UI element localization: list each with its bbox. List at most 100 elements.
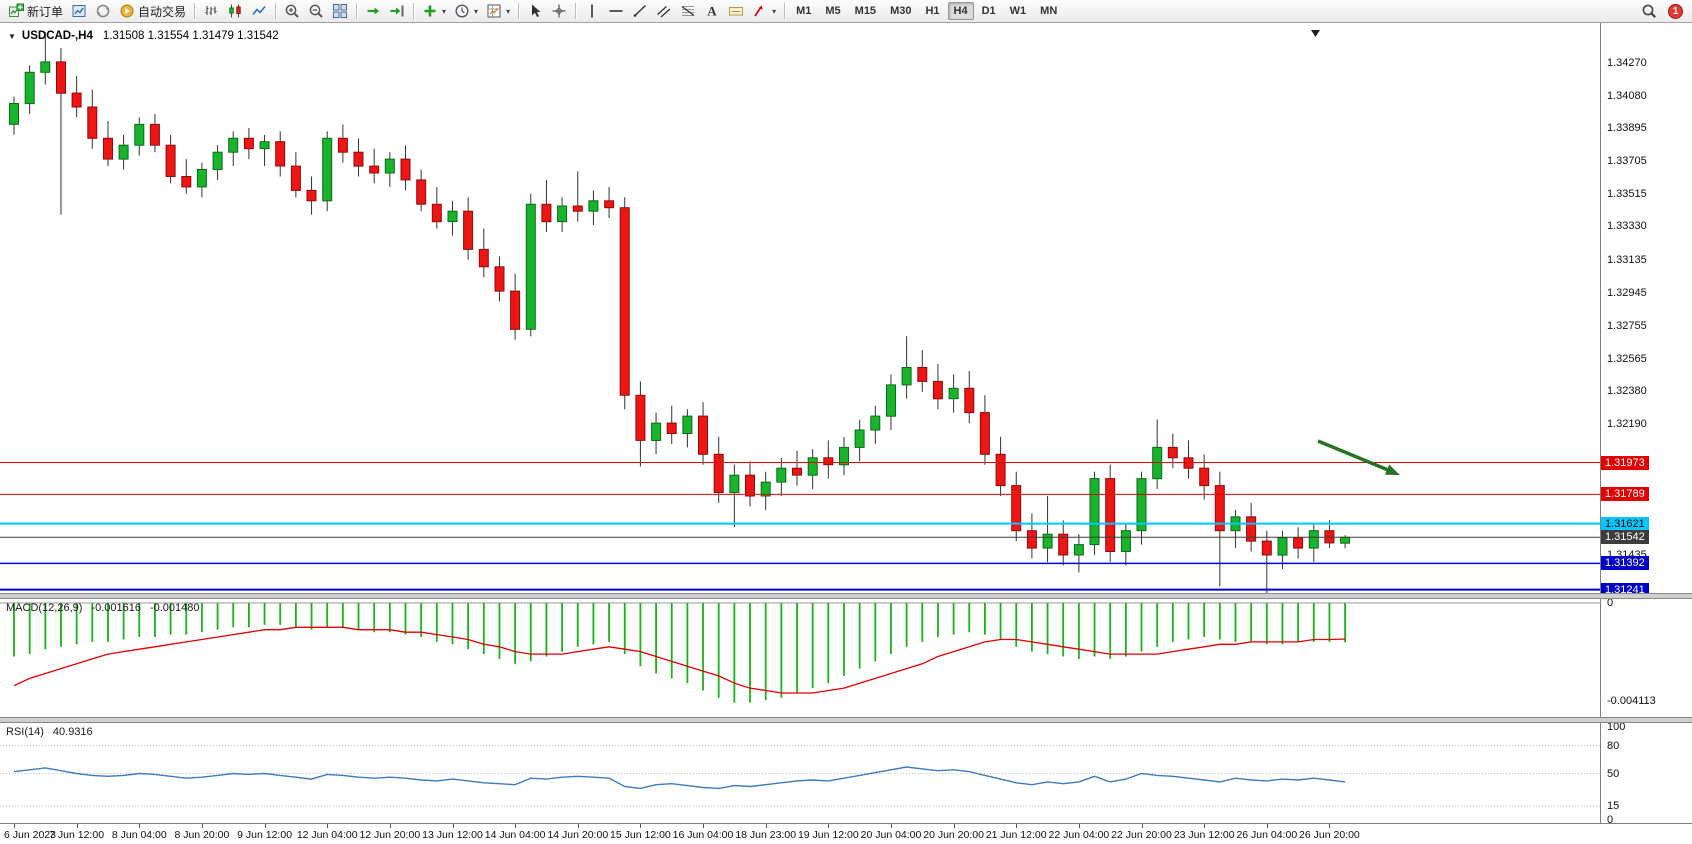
price-axis-label: 1.33515 xyxy=(1607,188,1647,201)
pane-separator-rsi[interactable] xyxy=(0,717,1692,723)
profiles-button[interactable] xyxy=(91,1,115,21)
toolbar-separator xyxy=(575,3,577,19)
candle-body xyxy=(588,200,599,212)
line-chart-icon xyxy=(251,3,267,19)
crosshair-button[interactable] xyxy=(547,1,571,21)
time-axis-tick xyxy=(891,824,892,828)
main-chart-pane[interactable] xyxy=(0,23,1600,593)
timeframe-H1[interactable]: H1 xyxy=(919,2,945,20)
periods-button[interactable]: ▾ xyxy=(450,1,482,21)
chevron-down-icon: ▾ xyxy=(506,6,511,16)
timeframe-D1[interactable]: D1 xyxy=(976,2,1002,20)
candle-body xyxy=(463,210,474,250)
price-tag-1.31392[interactable]: 1.31392 xyxy=(1601,556,1649,571)
search-icon[interactable] xyxy=(1637,1,1661,21)
profiles-icon xyxy=(95,3,111,19)
text-button[interactable]: A xyxy=(700,1,724,21)
notification-badge[interactable]: 1 xyxy=(1668,3,1683,19)
toolbar-separator xyxy=(413,3,415,19)
candle-body xyxy=(1152,446,1163,480)
arrow-annotation[interactable] xyxy=(1317,439,1400,475)
timeframe-M1[interactable]: M1 xyxy=(790,2,817,20)
candle-body xyxy=(9,103,19,125)
candle-body xyxy=(212,151,223,171)
rsi-axis-label: 50 xyxy=(1607,767,1620,780)
candle-body xyxy=(165,144,176,177)
candle-body xyxy=(1026,530,1037,549)
new-order-button[interactable]: 新订单 xyxy=(4,1,67,21)
line-chart-button[interactable] xyxy=(247,1,271,21)
cursor-icon xyxy=(527,3,543,19)
timeframe-W1[interactable]: W1 xyxy=(1004,2,1033,20)
price-tag-1.31542[interactable]: 1.31542 xyxy=(1601,530,1649,545)
candle-body xyxy=(1073,544,1084,556)
rsi-pane[interactable] xyxy=(0,723,1600,823)
candle-body xyxy=(353,151,364,167)
bar-chart-icon xyxy=(203,3,219,19)
one-click-trading-arrow[interactable]: ▼ xyxy=(8,31,16,41)
time-axis-tick xyxy=(577,824,579,828)
candle-body xyxy=(1199,467,1210,487)
rsi-axis-label: 80 xyxy=(1607,739,1620,752)
price-tag-1.31789[interactable]: 1.31789 xyxy=(1601,487,1649,502)
zoom-in-button[interactable] xyxy=(280,1,304,21)
trendline-button[interactable] xyxy=(628,1,652,21)
new-chart-button[interactable] xyxy=(67,1,91,21)
candle-body xyxy=(1058,533,1069,556)
templates-button[interactable]: ▾ xyxy=(482,1,514,21)
periods-icon xyxy=(454,3,470,19)
timeframe-M15[interactable]: M15 xyxy=(849,2,882,20)
indicators-icon xyxy=(422,3,438,19)
candlestick-chart-button[interactable] xyxy=(223,1,247,21)
autotrading-button[interactable]: 自动交易 xyxy=(115,1,190,21)
toolbar-separator xyxy=(194,3,196,19)
timeframe-H4[interactable]: H4 xyxy=(947,2,974,20)
candle-body xyxy=(525,203,536,330)
cursor-button[interactable] xyxy=(523,1,547,21)
time-axis[interactable]: 6 Jun 2023 7 Jun 12:00 8 Jun 04:00 8 Jun 20… xyxy=(0,823,1692,844)
macd-label: MACD(12,26,9) -0.001616 -0.001480 xyxy=(6,602,200,614)
scroll-marker-icon[interactable] xyxy=(1311,30,1320,37)
zoom-out-button[interactable] xyxy=(304,1,328,21)
price-tag-1.31973[interactable]: 1.31973 xyxy=(1601,455,1649,470)
indicators-button[interactable]: ▾ xyxy=(418,1,450,21)
timeframe-M30[interactable]: M30 xyxy=(884,2,917,20)
price-axis-label: 1.32380 xyxy=(1607,385,1647,398)
main-toolbar: 新订单 自动交易 ▾ ▾ ▾ A ▾ M1 M5 M15 M30 H1 H4 D1 W1 MN 1 xyxy=(0,0,1692,23)
bar-chart-button[interactable] xyxy=(199,1,223,21)
macd-pane[interactable] xyxy=(0,599,1600,717)
pane-separator-macd[interactable] xyxy=(0,593,1692,599)
candle-body xyxy=(776,467,787,483)
vertical-line-button[interactable] xyxy=(580,1,604,21)
auto-scroll-button[interactable] xyxy=(361,1,385,21)
candle-body xyxy=(134,123,145,146)
rsi-label: RSI(14) 40.9316 xyxy=(6,726,93,738)
candle-body xyxy=(698,415,708,455)
tile-windows-button[interactable] xyxy=(328,1,352,21)
equidistant-channel-button[interactable] xyxy=(652,1,676,21)
time-axis-tick xyxy=(765,824,767,828)
candle-body xyxy=(71,92,82,108)
rsi-axis-label: 15 xyxy=(1607,800,1620,813)
chart-shift-button[interactable] xyxy=(385,1,409,21)
fibonacci-button[interactable] xyxy=(676,1,700,21)
time-axis-label: 8 Jun 20:00 xyxy=(174,829,230,841)
timeframe-MN[interactable]: MN xyxy=(1034,2,1063,20)
text-icon: A xyxy=(704,3,720,19)
time-axis-label: 21 Jun 12:00 xyxy=(985,829,1047,841)
candle-body xyxy=(416,179,427,205)
time-axis-tick xyxy=(264,824,266,828)
price-axis[interactable]: 1.34270 1.34080 1.33895 1.33705 1.33515 1.333… xyxy=(1600,23,1692,826)
text-label-button[interactable] xyxy=(724,1,748,21)
price-axis-label: 1.33330 xyxy=(1607,220,1647,233)
price-tag-1.31621[interactable]: 1.31621 xyxy=(1601,516,1649,531)
timeframe-M5[interactable]: M5 xyxy=(819,2,846,20)
candle-body xyxy=(447,210,458,223)
horizontal-line-button[interactable] xyxy=(604,1,628,21)
candle-body xyxy=(275,141,286,167)
candle-body xyxy=(886,384,896,417)
arrows-button[interactable]: ▾ xyxy=(748,1,780,21)
candle-body xyxy=(149,123,160,146)
time-axis-tick xyxy=(1204,824,1206,828)
candle-body xyxy=(901,367,912,386)
